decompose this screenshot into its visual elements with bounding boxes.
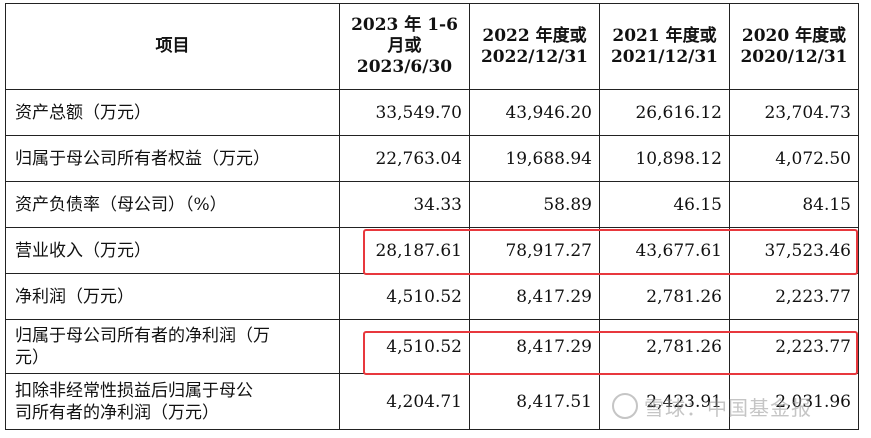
cell-2020: 2,031.96 (729, 373, 859, 430)
table-row-revenue: 营业收入（万元） 28,187.61 78,917.27 43,677.61 3… (5, 227, 859, 274)
table-row-parent-equity: 归属于母公司所有者权益（万元） 22,763.04 19,688.94 10,8… (5, 135, 859, 182)
cell-2021: 10,898.12 (599, 135, 730, 182)
row-label: 归属于母公司所有者的净利润（万 元） (5, 319, 340, 374)
cell-2021: 46.15 (599, 181, 730, 228)
cell-2020: 2,223.77 (729, 273, 859, 320)
cell-2023: 33,549.70 (339, 89, 470, 136)
header-2022-line2: 2022/12/31 (480, 46, 589, 67)
cell-2020: 2,223.77 (729, 319, 859, 374)
watermark: 雪球：中国基金报 (612, 392, 812, 421)
row-label: 扣除非经常性损益后归属于母公 司所有者的净利润（万元） (5, 373, 340, 430)
row-label: 归属于母公司所有者权益（万元） (5, 135, 340, 182)
header-2021-line2: 2021/12/31 (610, 46, 719, 67)
table-row-deducted-net-profit: 扣除非经常性损益后归属于母公 司所有者的净利润（万元） 4,204.71 8,4… (5, 373, 859, 430)
header-2020: 2020 年度或 2020/12/31 (729, 3, 859, 90)
financial-table: 项目 2023 年 1-6 月或 2023/6/30 2022 年度或 2022… (5, 3, 859, 430)
header-2022: 2022 年度或 2022/12/31 (469, 3, 600, 90)
header-2023-line3: 2023/6/30 (356, 57, 453, 77)
table-row-net-profit: 净利润（万元） 4,510.52 8,417.29 2,781.26 2,223… (5, 273, 859, 320)
header-2021: 2021 年度或 2021/12/31 (599, 3, 730, 90)
cell-2023: 34.33 (339, 181, 470, 228)
cell-2022: 8,417.29 (469, 319, 600, 374)
row-label: 资产负债率（母公司）（%） (5, 181, 340, 228)
header-2021-line1: 2021 年度或 (612, 25, 717, 46)
row-label-line2: 元） (15, 347, 49, 368)
cell-2022: 8,417.29 (469, 273, 600, 320)
header-row: 项目 2023 年 1-6 月或 2023/6/30 2022 年度或 2022… (5, 3, 859, 90)
header-item: 项目 (5, 3, 340, 90)
row-label-line2: 司所有者的净利润（万元） (15, 402, 219, 423)
row-label: 营业收入（万元） (5, 227, 340, 274)
cell-2023: 4,204.71 (339, 373, 470, 430)
cell-2021: 2,781.26 (599, 273, 730, 320)
row-label: 资产总额（万元） (5, 89, 340, 136)
cell-2022: 58.89 (469, 181, 600, 228)
cell-2021: 2,781.26 (599, 319, 730, 374)
cell-2021: 26,616.12 (599, 89, 730, 136)
cell-2022: 19,688.94 (469, 135, 600, 182)
cell-2023: 4,510.52 (339, 319, 470, 374)
header-2022-line1: 2022 年度或 (482, 25, 587, 46)
cell-2020: 4,072.50 (729, 135, 859, 182)
cell-2020: 84.15 (729, 181, 859, 228)
cell-2020: 23,704.73 (729, 89, 859, 136)
cell-2022: 78,917.27 (469, 227, 600, 274)
cell-2021: 43,677.61 (599, 227, 730, 274)
header-2023-line1: 2023 年 1-6 (351, 15, 458, 35)
table-row-debt-ratio: 资产负债率（母公司）（%） 34.33 58.89 46.15 84.15 (5, 181, 859, 228)
cell-2020: 37,523.46 (729, 227, 859, 274)
cell-2023: 28,187.61 (339, 227, 470, 274)
header-2023: 2023 年 1-6 月或 2023/6/30 (339, 3, 470, 90)
row-label-line1: 归属于母公司所有者的净利润（万 (15, 325, 270, 346)
cell-2023: 4,510.52 (339, 273, 470, 320)
header-2023-line2: 月或 (387, 36, 422, 56)
table-row-total-assets: 资产总额（万元） 33,549.70 43,946.20 26,616.12 2… (5, 89, 859, 136)
table-row-parent-net-profit: 归属于母公司所有者的净利润（万 元） 4,510.52 8,417.29 2,7… (5, 319, 859, 374)
cell-2022: 43,946.20 (469, 89, 600, 136)
row-label-line1: 扣除非经常性损益后归属于母公 (15, 380, 253, 401)
header-2020-line2: 2020/12/31 (740, 46, 848, 67)
row-label: 净利润（万元） (5, 273, 340, 320)
watermark-text: 雪球：中国基金报 (644, 396, 812, 420)
cell-2022: 8,417.51 (469, 373, 600, 430)
cell-2023: 22,763.04 (339, 135, 470, 182)
snowball-logo-icon (612, 393, 638, 419)
header-2020-line1: 2020 年度或 (741, 25, 847, 46)
